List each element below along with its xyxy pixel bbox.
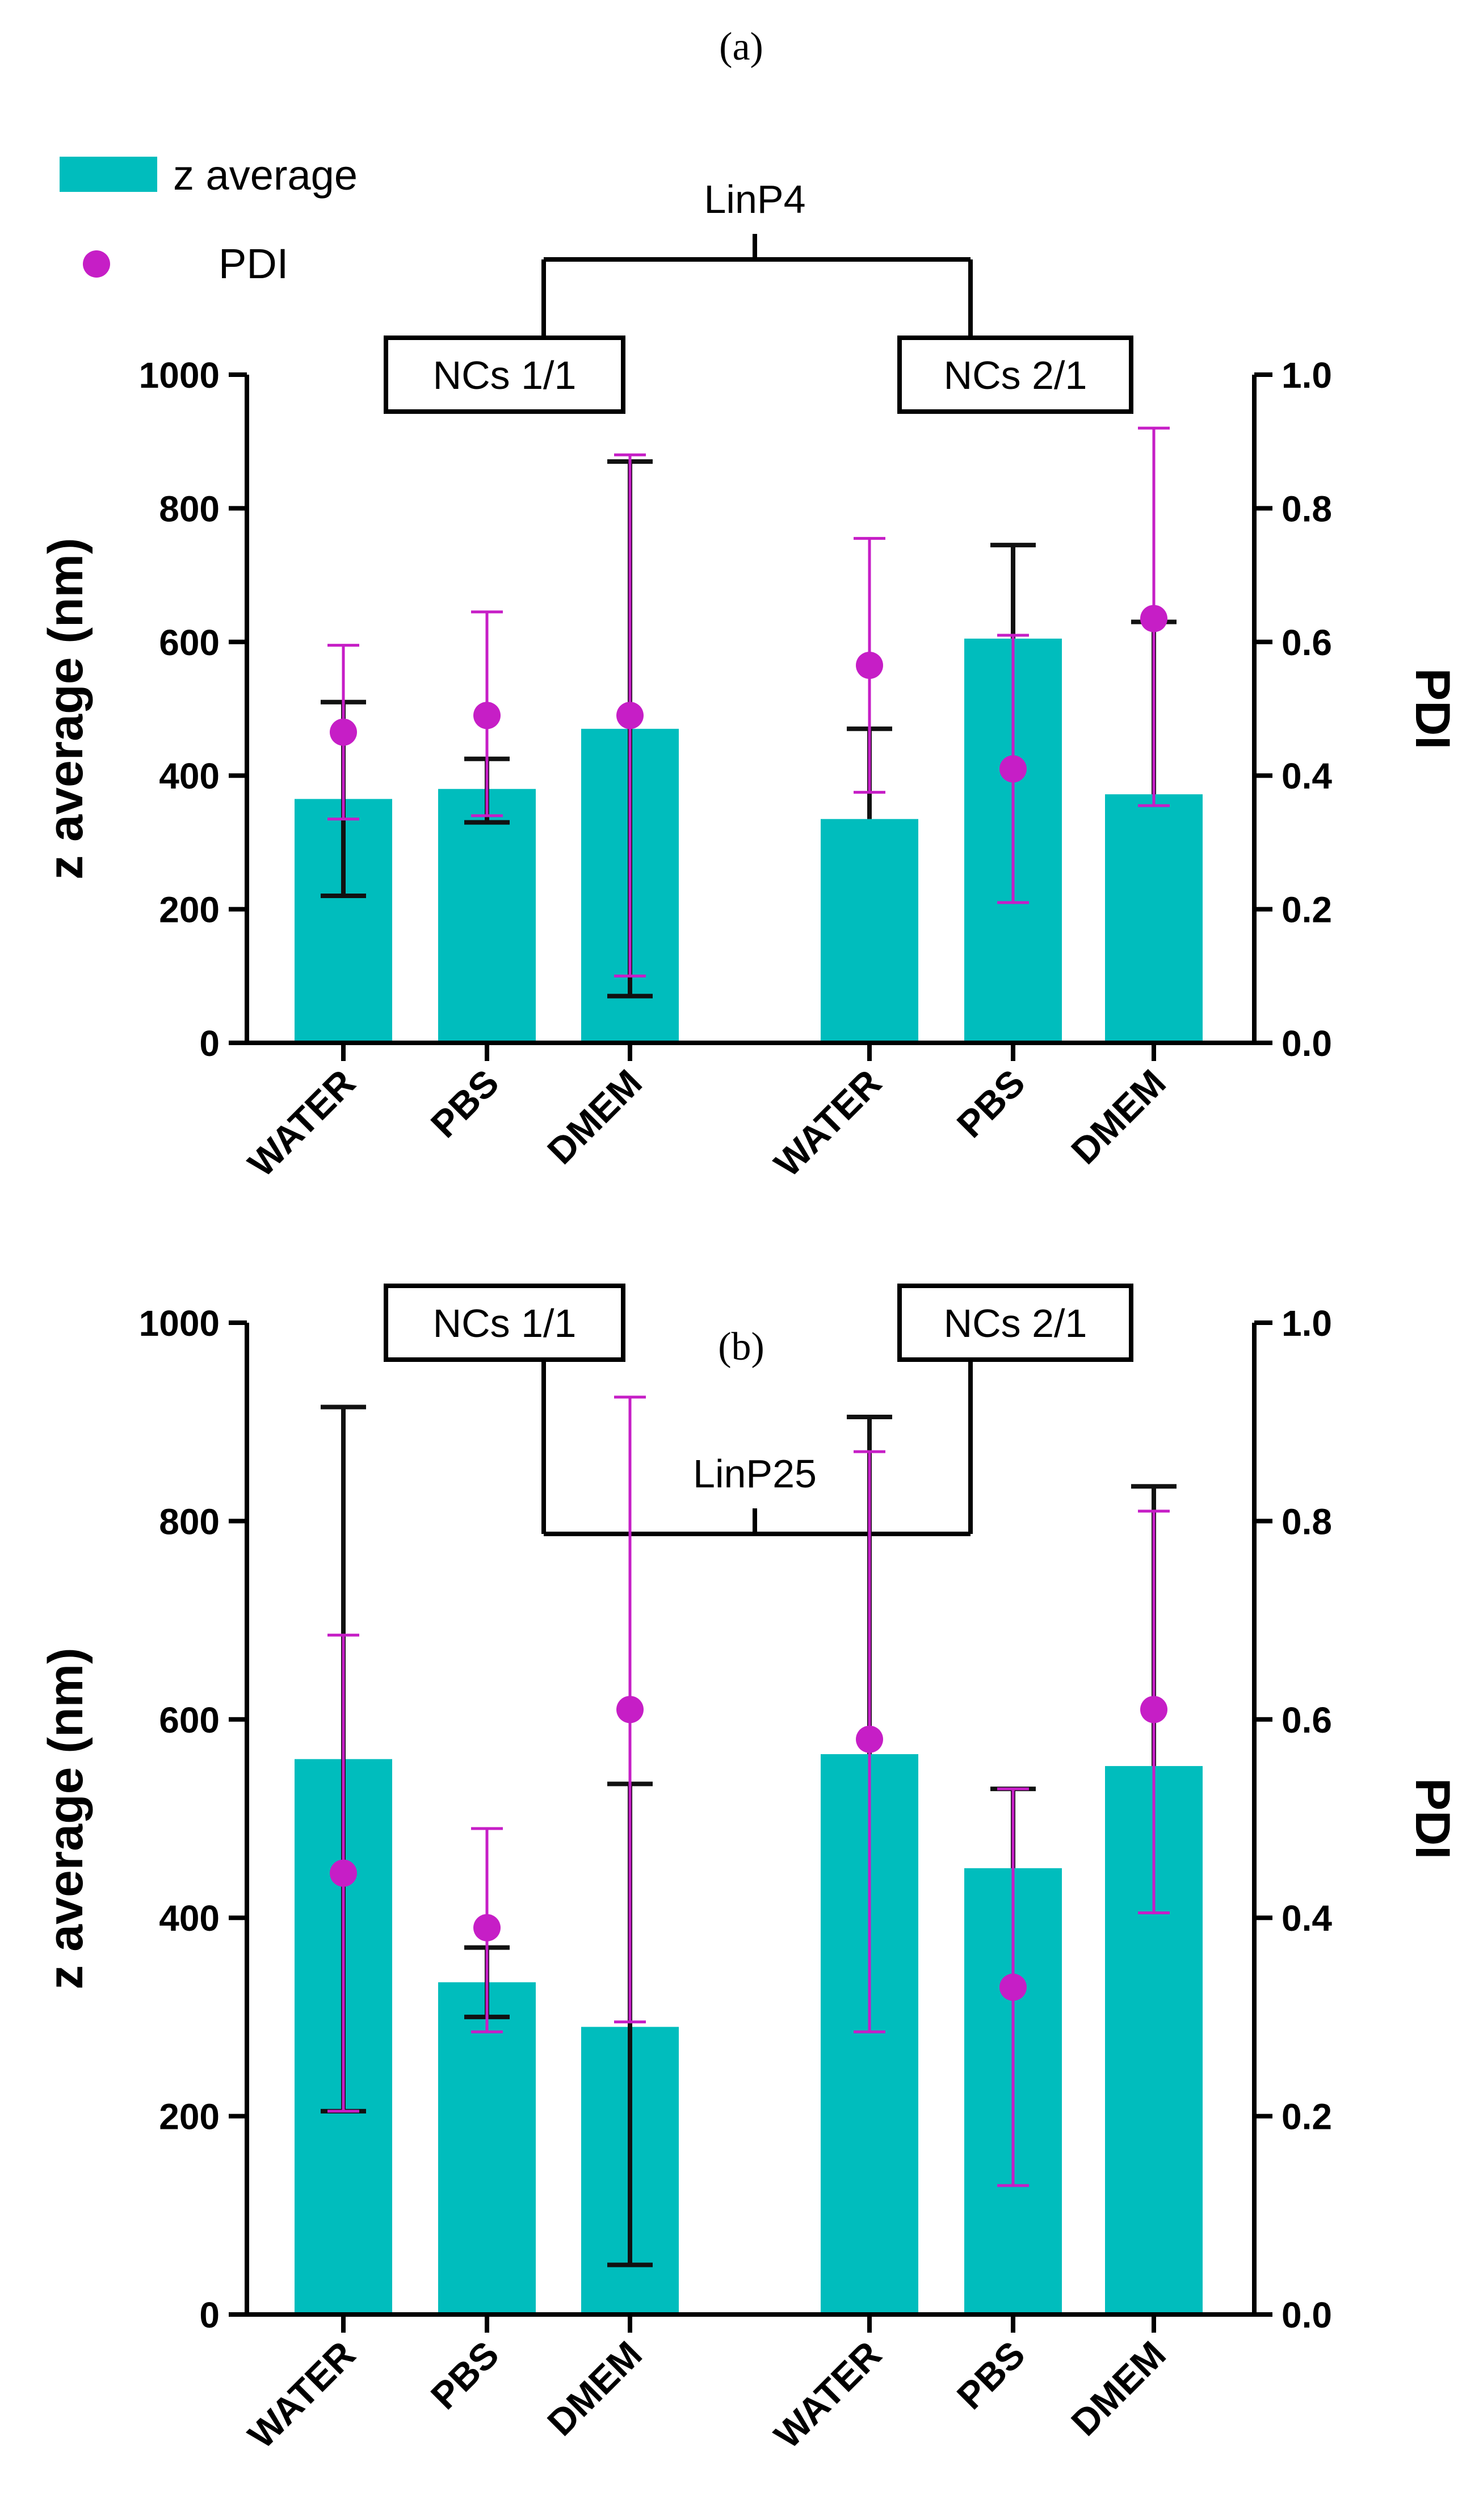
pdi-point — [473, 1914, 501, 1942]
y-tick-label-right: 0.2 — [1282, 890, 1332, 930]
y-tick-label-left: 1000 — [139, 355, 220, 396]
legend: z average PDI — [60, 152, 358, 287]
chart-title: LinP4 — [704, 177, 805, 221]
group-label: NCs 1/1 — [433, 1301, 577, 1345]
y-tick-label-right: 0.0 — [1282, 1023, 1332, 1064]
y-tick-label-right: 0.6 — [1282, 622, 1332, 663]
group-box — [897, 1284, 1133, 1362]
x-category-label: PBS — [949, 2333, 1033, 2417]
bar — [438, 1982, 536, 2314]
y-tick-label-right: 1.0 — [1282, 355, 1332, 396]
x-category-label: PBS — [949, 1062, 1033, 1146]
y-tick-label-right: 0.8 — [1282, 1501, 1332, 1542]
x-category-label: PBS — [423, 2333, 507, 2417]
y-tick-label-left: 800 — [159, 1501, 220, 1542]
x-category-label: WATER — [240, 1062, 363, 1185]
pdi-point — [616, 702, 644, 729]
pdi-point — [856, 1725, 883, 1753]
chart-panel-b: (b) LinP25 NCs 1/1 NCs 2/1 0 200 400 600 800 1000… — [39, 1284, 1460, 2456]
pdi-point — [999, 755, 1027, 783]
y-tick-label-left: 200 — [159, 2096, 220, 2137]
chart-title: LinP25 — [693, 1452, 817, 1496]
bar — [821, 819, 918, 1043]
y-tick-label-left: 800 — [159, 488, 220, 529]
panel-label: (b) — [718, 1325, 764, 1369]
pdi-point — [999, 1973, 1027, 2001]
group-box — [897, 336, 1133, 414]
x-category-label: WATER — [240, 2333, 363, 2456]
group-label: NCs 2/1 — [944, 353, 1087, 397]
y-tick-label-left: 600 — [159, 1700, 220, 1741]
y-axis-title-left: z average (nm) — [39, 538, 93, 879]
pdi-point — [616, 1696, 644, 1724]
x-category-label: DMEM — [1063, 2333, 1174, 2444]
y-tick-label-right: 0.4 — [1282, 756, 1332, 796]
bar — [1105, 794, 1203, 1043]
y-tick-label-left: 0 — [199, 1023, 220, 1064]
pdi-point — [473, 702, 501, 729]
y-axis-title-right: PDI — [1405, 1778, 1460, 1859]
y-tick-label-left: 200 — [159, 890, 220, 930]
group-label: NCs 1/1 — [433, 353, 577, 397]
x-category-label: WATER — [766, 1062, 889, 1185]
y-tick-label-right: 0.6 — [1282, 1700, 1332, 1741]
legend-bar-label: z average — [173, 152, 358, 199]
legend-point-swatch — [83, 250, 110, 278]
pdi-point — [856, 651, 883, 679]
panel-label: (a) — [719, 25, 763, 69]
y-tick-label-left: 0 — [199, 2295, 220, 2335]
group-bracket — [541, 234, 973, 338]
y-axis-title-left: z average (nm) — [39, 1647, 93, 1989]
pdi-point — [1140, 1696, 1167, 1724]
group-label: NCs 2/1 — [944, 1301, 1087, 1345]
x-category-label: PBS — [423, 1062, 507, 1146]
x-category-label: DMEM — [539, 2333, 650, 2444]
x-category-label: DMEM — [1063, 1062, 1174, 1172]
y-tick-label-left: 600 — [159, 622, 220, 663]
legend-point-label: PDI — [219, 240, 288, 287]
y-tick-label-left: 400 — [159, 1898, 220, 1939]
x-category-label: WATER — [766, 2333, 889, 2456]
pdi-point — [1140, 605, 1167, 632]
group-box — [384, 336, 625, 414]
y-tick-label-right: 0.0 — [1282, 2295, 1332, 2335]
y-tick-label-right: 0.2 — [1282, 2096, 1332, 2137]
y-tick-label-right: 0.8 — [1282, 488, 1332, 529]
group-box — [384, 1284, 625, 1362]
bar — [438, 789, 536, 1043]
legend-bar-swatch — [60, 157, 157, 192]
y-tick-label-left: 400 — [159, 756, 220, 796]
group-bracket — [541, 1286, 973, 1536]
y-tick-label-right: 0.4 — [1282, 1898, 1332, 1939]
pdi-point — [330, 718, 357, 746]
y-tick-label-right: 1.0 — [1282, 1303, 1332, 1344]
y-axis-title-right: PDI — [1405, 668, 1460, 749]
x-category-label: DMEM — [539, 1062, 650, 1172]
pdi-point — [330, 1859, 357, 1887]
y-tick-label-left: 1000 — [139, 1303, 220, 1344]
chart-panel-a: (a) LinP4 NCs 1/1 NCs 2/1 0 200 400 600 800 1000 0… — [39, 25, 1460, 1185]
